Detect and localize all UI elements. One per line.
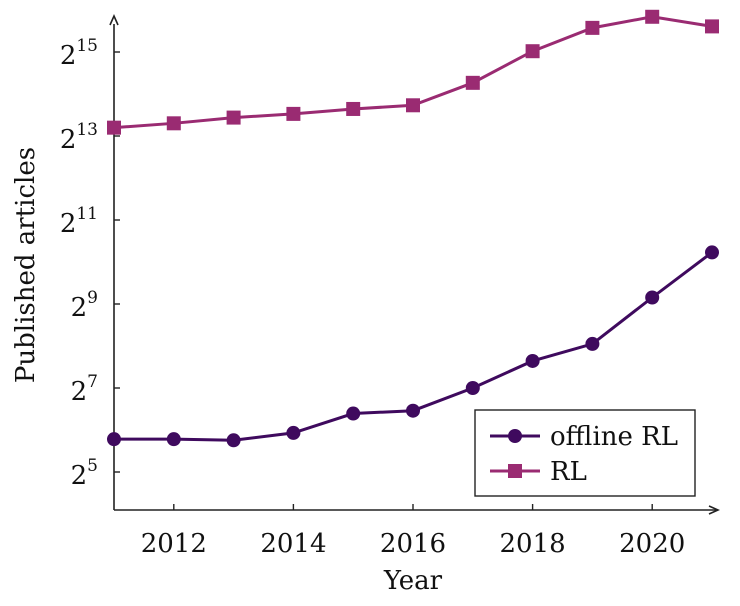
x-tick-label: 2016 [380,529,446,559]
y-tick-label: 25 [71,456,98,491]
x-axis-label: Year [383,566,443,596]
axes [109,14,720,515]
x-tick-label: 2014 [260,529,326,559]
y-ticks: 25 27 29 211 213 215 [60,36,120,491]
data-point [166,116,181,131]
legend-box [474,409,696,497]
data-point [525,353,540,368]
data-point [585,20,600,35]
data-point [346,406,361,421]
data-point [166,432,181,447]
series-rl [107,9,719,135]
data-point [107,432,121,447]
y-tick-label: 211 [60,204,98,239]
data-point [286,106,301,121]
data-point [705,19,719,34]
data-point [346,101,361,116]
y-axis-label: Published articles [11,147,41,383]
data-point [585,336,600,351]
data-point [705,245,719,260]
y-tick-label: 215 [60,36,98,71]
y-tick-label: 27 [71,372,98,407]
legend-marker [508,429,522,443]
data-point [406,403,420,418]
series-offline-rl [107,245,719,448]
legend-label: RL [550,457,587,487]
data-point [645,9,660,24]
data-point [465,381,480,395]
data-point [525,44,540,59]
y-tick-label: 29 [71,288,98,323]
data-point [107,120,121,135]
x-tick-label: 2018 [500,529,566,559]
y-tick-label: 213 [60,120,98,155]
legend-label: offline RL [550,422,678,452]
series-group [107,9,719,448]
data-point [406,98,420,113]
legend-marker [508,464,522,478]
x-tick-label: 2020 [619,529,685,559]
data-point [226,110,241,125]
data-point [645,290,660,305]
x-ticks: 2012 2014 2016 2018 2020 [141,504,685,559]
x-axis-arrow [708,505,720,515]
x-tick-label: 2012 [141,529,207,559]
data-point [286,425,301,440]
data-point [465,75,480,90]
y-axis-arrow [109,14,119,26]
data-point [226,433,241,448]
legend: offline RL RL [474,409,696,497]
